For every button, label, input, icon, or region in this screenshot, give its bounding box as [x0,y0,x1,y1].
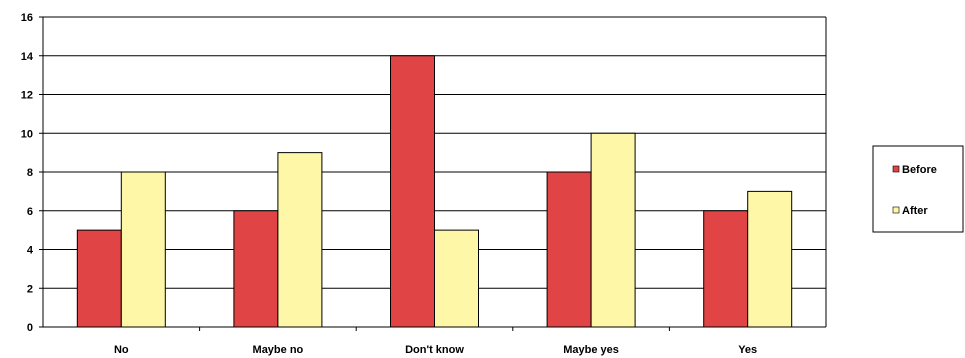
legend-label-before: Before [902,164,937,176]
bar-after-2 [434,229,479,328]
y-tick-label: 0 [27,322,33,334]
bar-after-0 [120,171,166,328]
bar-after-3 [590,132,636,328]
x-tick-label: No [114,344,129,356]
bar-before-0 [76,229,122,328]
y-tick-label: 10 [21,128,33,140]
y-tick-label: 6 [27,206,33,218]
bar-before-2 [390,55,435,328]
y-tick-label: 14 [21,51,34,63]
bar-before-1 [233,210,279,328]
legend-swatch-before [892,165,900,173]
bar-after-1 [277,152,323,328]
x-tick-label: Don't know [405,344,464,356]
legend-box [872,145,964,233]
y-tick-label: 8 [27,167,33,179]
legend: Before After [872,145,964,233]
x-tick-label: Yes [738,344,757,356]
bar-before-4 [703,210,749,328]
legend-swatch-after [892,206,900,214]
bar-before-3 [546,171,592,328]
bar-after-4 [747,190,793,328]
x-tick-label: Maybe no [253,344,304,356]
y-tick-label: 16 [21,12,33,24]
axes: 0 2 4 6 8 10 12 14 16 No Maybe no Don't know Maybe y… [21,12,826,356]
legend-label-after: After [902,205,928,217]
y-tick-label: 12 [21,90,33,102]
bars [76,55,793,328]
x-tick-label: Maybe yes [563,344,619,356]
y-tick-label: 2 [27,283,33,295]
y-tick-label: 4 [27,245,34,257]
